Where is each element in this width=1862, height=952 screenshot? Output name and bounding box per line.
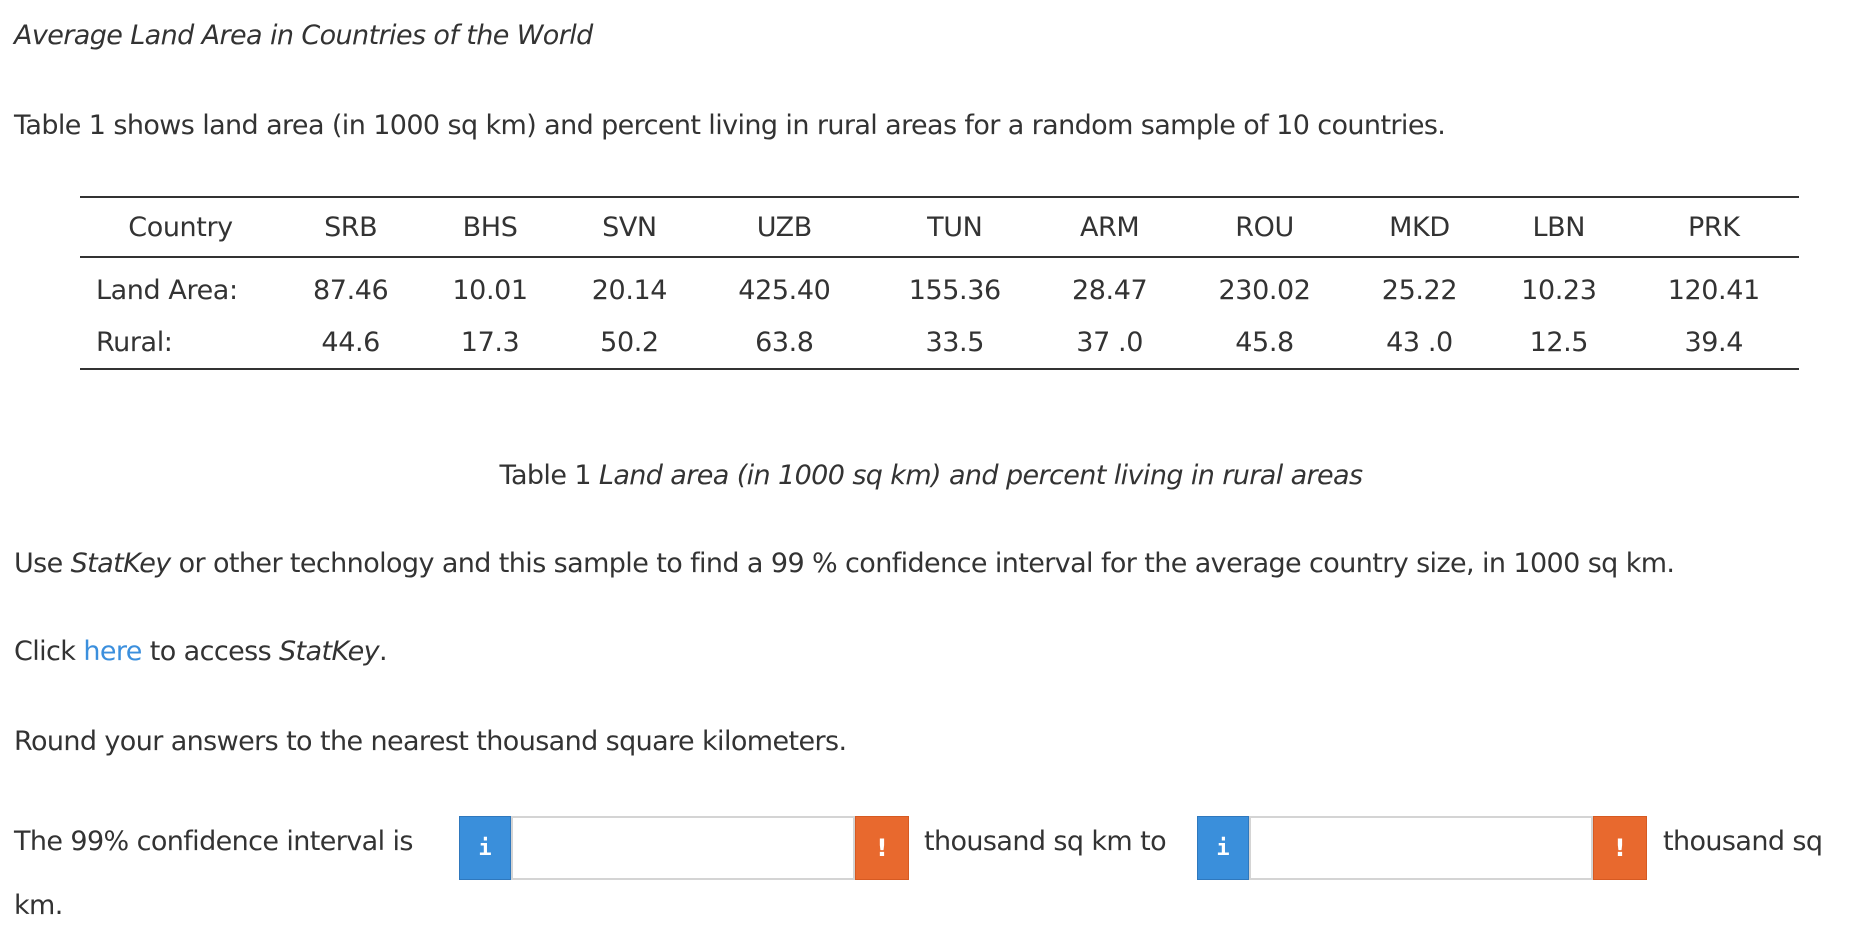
header-cell: BHS [462, 211, 518, 243]
upper-bound-input[interactable] [1249, 816, 1593, 880]
answer-prompt: The 99% confidence interval is [14, 826, 413, 857]
row-label: Rural: [96, 326, 173, 358]
table-cell: 155.36 [908, 274, 1001, 306]
table-cell: 87.46 [313, 274, 389, 306]
lower-warning-button[interactable]: ! [855, 816, 909, 880]
intro-text: Table 1 shows land area (in 1000 sq km) … [14, 110, 1446, 141]
table-cell: 43 .0 [1386, 326, 1453, 358]
table-header-row: Country SRB BHS SVN UZB TUN ARM ROU MKD … [80, 197, 1799, 257]
upper-info-button[interactable]: i [1197, 816, 1249, 880]
table-cell: 10.23 [1521, 274, 1597, 306]
table-cell: 10.01 [452, 274, 528, 306]
lower-info-button[interactable]: i [459, 816, 511, 880]
instruction-part2: or other technology and this sample to f… [170, 548, 1675, 579]
info-icon: i [478, 835, 492, 861]
instruction-text: Use StatKey or other technology and this… [14, 548, 1675, 579]
caption-text: Land area (in 1000 sq km) and percent li… [598, 460, 1363, 491]
header-country: Country [128, 211, 233, 243]
row-label: Land Area: [96, 274, 238, 306]
warning-icon: ! [876, 834, 888, 862]
table-cell: 12.5 [1529, 326, 1589, 358]
table-cell: 45.8 [1235, 326, 1294, 358]
instruction-statkey: StatKey [70, 548, 172, 579]
header-cell: ROU [1235, 211, 1294, 243]
table-cell: 20.14 [591, 274, 668, 306]
after-text: thousand sq [1663, 826, 1823, 857]
table-cell: 230.02 [1218, 274, 1311, 306]
caption-prefix: Table 1 [499, 460, 592, 491]
header-cell: TUN [927, 211, 983, 243]
unit-wrap-text: km. [14, 890, 63, 921]
answer-row: The 99% confidence interval is i ! thous… [0, 816, 1862, 882]
warning-icon: ! [1614, 834, 1626, 862]
header-cell: SRB [324, 211, 378, 243]
access-prefix: Click [14, 636, 84, 667]
table-cell: 44.6 [321, 326, 380, 358]
info-icon: i [1216, 835, 1230, 861]
header-cell: LBN [1532, 211, 1586, 243]
table-row: Rural: 44.6 17.3 50.2 63.8 33.5 37 .0 45… [80, 316, 1799, 369]
between-text: thousand sq km to [924, 826, 1167, 857]
header-cell: ARM [1079, 211, 1140, 243]
lower-bound-input[interactable] [511, 816, 855, 880]
table-cell: 39.4 [1684, 326, 1744, 358]
header-cell: PRK [1687, 211, 1740, 243]
data-table: Country SRB BHS SVN UZB TUN ARM ROU MKD … [80, 196, 1799, 370]
statkey-link[interactable]: here [83, 636, 142, 667]
table-cell: 25.22 [1381, 274, 1458, 306]
table-row: Land Area: 87.46 10.01 20.14 425.40 155.… [80, 257, 1799, 316]
table-cell: 50.2 [600, 326, 659, 358]
access-middle: to access [141, 636, 280, 667]
table-cell: 37 .0 [1076, 326, 1143, 358]
access-suffix: . [379, 636, 388, 667]
table-cell: 33.5 [925, 326, 985, 358]
instruction-part1: Use [14, 548, 71, 579]
access-text: Click here to access StatKey. [14, 636, 388, 667]
table-cell: 28.47 [1072, 274, 1148, 306]
header-cell: SVN [602, 211, 657, 243]
table-cell: 120.41 [1667, 274, 1760, 306]
table-cell: 63.8 [755, 326, 814, 358]
round-instruction: Round your answers to the nearest thousa… [14, 726, 847, 757]
access-statkey: StatKey [279, 636, 380, 667]
header-cell: UZB [756, 211, 813, 243]
table-cell: 17.3 [460, 326, 520, 358]
page-title: Average Land Area in Countries of the Wo… [14, 20, 593, 51]
upper-warning-button[interactable]: ! [1593, 816, 1647, 880]
header-cell: MKD [1389, 211, 1450, 243]
table-cell: 425.40 [738, 274, 831, 306]
table-caption: Table 1 Land area (in 1000 sq km) and pe… [0, 460, 1862, 491]
